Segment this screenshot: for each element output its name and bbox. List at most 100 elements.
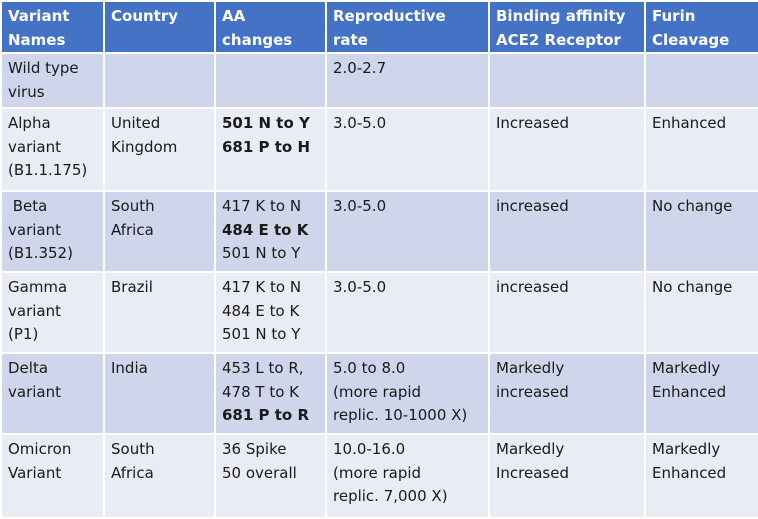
table-cell: Gamma variant (P1): [0, 271, 105, 354]
cell-line: 10.0-16.0: [333, 440, 406, 458]
table-cell: No change: [644, 271, 758, 354]
cell-line: Variant: [8, 463, 62, 482]
table-cell: 5.0 to 8.0 (more rapid replic. 10-1000 X): [325, 352, 490, 435]
cell-line: 50 overall: [222, 463, 297, 482]
cell-line: 453 L to R,: [222, 359, 304, 377]
cell-line: South: [111, 440, 155, 458]
cell-line: (more rapid: [333, 382, 422, 401]
cell-line: Brazil: [111, 278, 153, 296]
cell-line: 5.0 to 8.0: [333, 359, 406, 377]
cell-line: 681 P to R: [222, 406, 309, 424]
cell-line: (B1.1.175): [8, 161, 88, 179]
cell-line: Markedly: [496, 359, 565, 377]
cell-line: Gamma: [8, 278, 68, 296]
table-row: Wild type virus 2.0-2.7: [0, 52, 758, 109]
table-cell: United Kingdom: [103, 107, 216, 192]
table-cell: No change: [644, 190, 758, 273]
table-cell: increased: [488, 271, 646, 354]
cell-line: Markedly: [652, 359, 721, 377]
cell-line: Increased: [496, 114, 570, 132]
cell-line: Markedly: [652, 440, 721, 458]
cell-line: 36 Spike: [222, 440, 287, 458]
table-cell: [644, 52, 758, 109]
table-cell: 417 K to N 484 E to K 501 N to Y: [214, 190, 327, 273]
table-cell: Brazil: [103, 271, 216, 354]
cell-line: Africa: [111, 463, 154, 482]
cell-line: Increased: [496, 463, 570, 482]
cell-line: United: [111, 114, 161, 132]
table-cell: [103, 52, 216, 109]
header-cell: Variant Names: [0, 0, 105, 54]
table-cell: Omicron Variant: [0, 433, 105, 519]
table-cell: Markedly Increased: [488, 433, 646, 519]
cell-line: 417 K to N: [222, 197, 302, 215]
cell-line: variant: [8, 382, 61, 401]
table-cell: 10.0-16.0 (more rapid replic. 7,000 X): [325, 433, 490, 519]
cell-line: virus: [8, 82, 45, 101]
cell-line: variant: [8, 301, 61, 320]
header-cell: Country: [103, 0, 216, 54]
table-row: Omicron Variant South Africa 36 Spike 50 over…: [0, 433, 758, 519]
table-cell: Increased: [488, 107, 646, 192]
cell-line: 484 E to K: [222, 220, 309, 239]
cell-line: Cleavage: [652, 30, 730, 49]
cell-line: replic. 7,000 X): [333, 487, 448, 505]
cell-line: (more rapid: [333, 463, 422, 482]
cell-line: 2.0-2.7: [333, 59, 387, 77]
table-cell: 417 K to N 484 E to K 501 N to Y: [214, 271, 327, 354]
cell-line: Beta: [8, 197, 48, 215]
cell-line: increased: [496, 197, 569, 215]
cell-line: Delta: [8, 359, 49, 377]
cell-line: rate: [333, 30, 368, 49]
cell-line: (B1.352): [8, 244, 73, 262]
cell-line: Variant: [8, 7, 70, 25]
table-cell: Delta variant: [0, 352, 105, 435]
table-cell: 3.0-5.0: [325, 107, 490, 192]
cell-line: Country: [111, 7, 179, 25]
table-cell: Markedly increased: [488, 352, 646, 435]
cell-line: 3.0-5.0: [333, 197, 387, 215]
table-body: Wild type virus 2.0-2.7 Alpha variant (B1.1.1…: [0, 52, 758, 519]
header-row: Variant Names Country AA changes Reproductive…: [0, 0, 758, 54]
cell-line: 417 K to N: [222, 278, 302, 296]
cell-line: 478 T to K: [222, 382, 299, 401]
cell-line: Names: [8, 30, 66, 49]
cell-line: 501 N to Y: [222, 325, 301, 343]
cell-line: No change: [652, 197, 733, 215]
cell-line: 3.0-5.0: [333, 114, 387, 132]
cell-line: 3.0-5.0: [333, 278, 387, 296]
table-row: Gamma variant (P1) Brazil 417 K to N 484 E to…: [0, 271, 758, 354]
cell-line: Wild type: [8, 59, 79, 77]
table-cell: Enhanced: [644, 107, 758, 192]
table-cell: 453 L to R, 478 T to K 681 P to R: [214, 352, 327, 435]
cell-line: South: [111, 197, 155, 215]
table-cell: Wild type virus: [0, 52, 105, 109]
cell-line: Enhanced: [652, 114, 727, 132]
table-cell: 3.0-5.0: [325, 271, 490, 354]
table-cell: increased: [488, 190, 646, 273]
cell-line: AA: [222, 7, 246, 25]
cell-line: Furin: [652, 7, 696, 25]
table-cell: Alpha variant (B1.1.175): [0, 107, 105, 192]
cell-line: 501 N to Y: [222, 114, 310, 132]
cell-line: Reproductive: [333, 7, 446, 25]
table-cell: South Africa: [103, 433, 216, 519]
table-cell: 2.0-2.7: [325, 52, 490, 109]
header-cell: Furin Cleavage: [644, 0, 758, 54]
cell-line: (P1): [8, 325, 39, 343]
cell-line: variant: [8, 137, 61, 156]
table-cell: 36 Spike 50 overall: [214, 433, 327, 519]
table-row: Beta variant (B1.352) South Africa 417 K to N…: [0, 190, 758, 273]
header-cell: Binding affinity ACE2 Receptor: [488, 0, 646, 54]
cell-line: Omicron: [8, 440, 72, 458]
cell-line: changes: [222, 30, 293, 49]
cell-line: increased: [496, 278, 569, 296]
cell-line: increased: [496, 382, 569, 401]
table-cell: Markedly Enhanced: [644, 433, 758, 519]
cell-line: No change: [652, 278, 733, 296]
cell-line: 681 P to H: [222, 137, 311, 156]
table-cell: [214, 52, 327, 109]
table-cell: [488, 52, 646, 109]
cell-line: 501 N to Y: [222, 244, 301, 262]
table-cell: South Africa: [103, 190, 216, 273]
